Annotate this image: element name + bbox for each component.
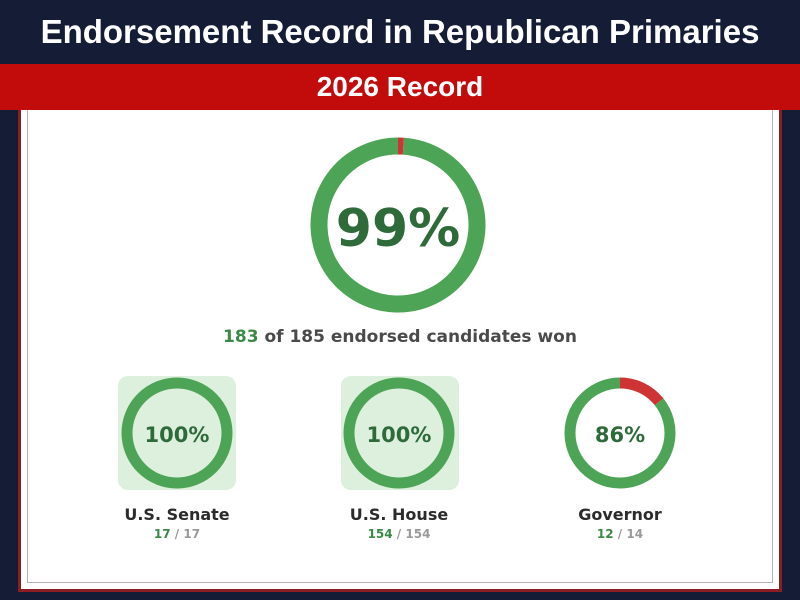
record-separator: / — [170, 527, 184, 541]
category-record: 17 / 17 — [77, 527, 277, 541]
category-house: U.S. House 154 / 154 — [299, 505, 499, 541]
inner-border — [27, 110, 773, 583]
governor-won-arc — [564, 377, 676, 489]
total-count: 154 — [405, 527, 431, 541]
senate-highlight-box — [118, 376, 236, 490]
category-governor: Governor 12 / 14 — [520, 505, 720, 541]
category-name: Governor — [578, 505, 662, 524]
house-won-arc — [343, 377, 455, 489]
won-count: 17 — [153, 527, 171, 541]
category-record: 154 / 154 — [299, 527, 499, 541]
category-name: U.S. House — [349, 505, 449, 524]
governor-percent-label: 86% — [595, 423, 645, 447]
record-separator: / — [392, 527, 406, 541]
senate-percent-label: 100% — [145, 423, 210, 447]
overall-won-arc — [310, 137, 486, 313]
summary-text: of 185 endorsed candidates won — [258, 327, 577, 347]
won-count: 154 — [367, 527, 393, 541]
governor-lost-arc — [619, 377, 664, 406]
house-highlight-box — [341, 376, 459, 490]
won-count: 12 — [596, 527, 614, 541]
record-separator: / — [613, 527, 627, 541]
summary-won-count: 183 — [223, 327, 259, 347]
content-frame — [18, 110, 782, 592]
page-title: Endorsement Record in Republican Primari… — [40, 13, 760, 50]
category-name: U.S. Senate — [124, 505, 230, 524]
overall-summary: 183 of 185 endorsed candidates won — [0, 327, 800, 347]
house-percent-label: 100% — [367, 423, 432, 447]
category-record: 12 / 14 — [520, 527, 720, 541]
senate-won-arc — [121, 377, 233, 489]
overall-percent-label: 99% — [336, 199, 460, 259]
total-count: 14 — [626, 527, 644, 541]
record-banner: 2026 Record — [0, 64, 800, 110]
category-senate: U.S. Senate 17 / 17 — [77, 505, 277, 541]
total-count: 17 — [183, 527, 201, 541]
